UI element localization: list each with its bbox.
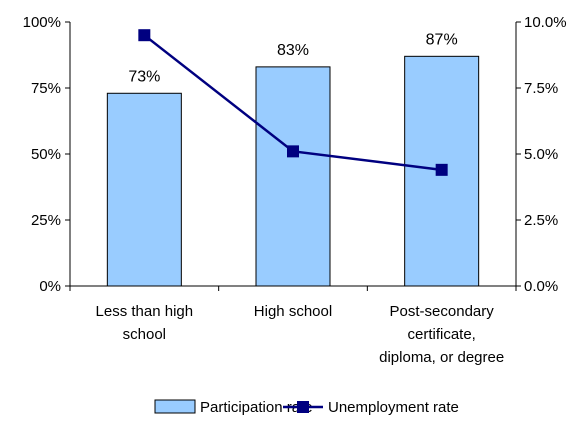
legend: Participation rate Unemployment rate	[154, 399, 459, 416]
left-tick-label-1: 25%	[31, 212, 61, 229]
right-tick-label-3: 7.5%	[524, 80, 558, 97]
unemployment-marker-2	[435, 163, 448, 176]
left-tick-label-0: 0%	[39, 278, 61, 295]
category-label-0: Less than high school	[96, 303, 194, 343]
legend-label-participation: Participation rate	[200, 399, 313, 416]
category-label-2-line-2: diploma, or degree	[379, 349, 504, 366]
legend-label-unemployment: Unemployment rate	[328, 399, 459, 416]
left-tick-label-4: 100%	[23, 14, 61, 31]
right-tick-label-0: 0.0%	[524, 278, 558, 295]
unemployment-marker-0	[138, 29, 151, 42]
bar-1	[255, 66, 331, 287]
bar-data-label-0: 73%	[128, 68, 160, 85]
right-tick-label-4: 10.0%	[524, 14, 567, 31]
category-label-1: High school	[254, 303, 332, 320]
plot-area: 73% 83% 87% 0% 25% 50% 75% 100% 0.0% 2.5% 5.0% 7.5%…	[23, 14, 567, 366]
left-tick-label-3: 75%	[31, 80, 61, 97]
right-tick-label-2: 5.0%	[524, 146, 558, 163]
category-label-1-line-0: High school	[254, 303, 332, 320]
legend-marker-unemployment	[297, 401, 309, 413]
unemployment-marker-1	[287, 145, 299, 158]
left-tick-label-2: 50%	[31, 146, 61, 163]
category-label-0-line-1: school	[123, 326, 166, 343]
right-tick-label-1: 2.5%	[524, 212, 558, 229]
bar-0	[106, 92, 182, 287]
bar-data-label-1: 83%	[277, 42, 309, 59]
category-label-2-line-0: Post-secondary	[390, 303, 495, 320]
category-label-2-line-1: certificate,	[407, 326, 475, 343]
legend-swatch-participation	[154, 399, 196, 414]
category-label-2: Post-secondary certificate, diploma, or de…	[379, 303, 504, 366]
bar-data-label-2: 87%	[426, 31, 458, 48]
category-label-0-line-0: Less than high	[96, 303, 194, 320]
